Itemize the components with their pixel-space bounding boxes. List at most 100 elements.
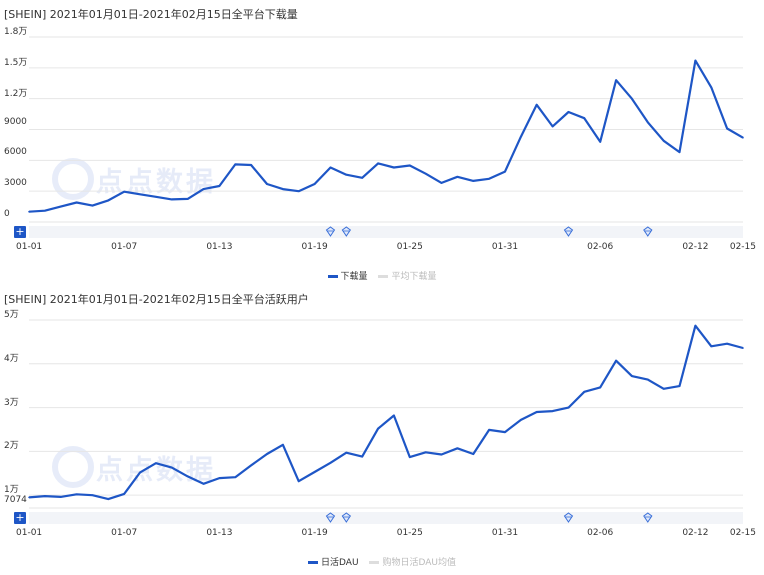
x-tick-label: 01-25 — [396, 242, 423, 252]
data-point — [504, 431, 506, 433]
x-tick-label: 01-31 — [491, 242, 519, 252]
event-marker-icon — [643, 512, 653, 523]
x-tick-label: 01-25 — [396, 528, 423, 538]
x-tick-label: 01-13 — [206, 528, 233, 538]
legend-label-avg-downloads: 平均下载量 — [391, 272, 437, 282]
event-marker-shape — [325, 512, 336, 523]
data-point — [361, 455, 364, 458]
data-point — [250, 464, 252, 467]
data-point — [75, 493, 78, 496]
data-point — [599, 141, 601, 143]
event-marker-shape — [563, 226, 574, 237]
data-point — [535, 411, 538, 413]
event-marker-icon — [325, 226, 336, 237]
data-point — [742, 347, 744, 349]
data-point — [297, 480, 300, 482]
y-tick-label: 1.8万 — [4, 27, 28, 37]
data-point — [234, 163, 237, 166]
data-point — [504, 170, 506, 173]
data-point — [409, 164, 411, 167]
y-tick-label: 3000 — [4, 178, 27, 189]
data-point — [678, 151, 681, 153]
data-point — [551, 125, 554, 128]
legend-swatch-dau — [308, 561, 319, 564]
data-point — [218, 477, 221, 479]
event-marker-icon — [325, 512, 336, 523]
legend-item-downloads[interactable]: 下载量 — [327, 269, 368, 282]
legend-item-avg-downloads[interactable]: 平均下载量 — [378, 269, 436, 282]
data-point — [472, 453, 475, 455]
legend-label-dau: 日活DAU — [321, 558, 359, 568]
event-marker-shape — [341, 512, 352, 523]
data-point — [583, 117, 586, 119]
x-tick-label: 02-15 — [729, 242, 756, 252]
chart2-zoom-plus-button[interactable]: + — [14, 511, 26, 524]
data-point — [28, 496, 30, 499]
data-point — [456, 447, 459, 450]
data-point — [59, 205, 62, 208]
data-point — [234, 476, 237, 479]
x-tick-label: 01-19 — [301, 528, 328, 538]
x-tick-label: 01-01 — [16, 528, 43, 538]
data-point — [329, 166, 332, 169]
data-point — [567, 406, 570, 409]
data-point — [694, 59, 697, 62]
data-point — [393, 414, 395, 417]
event-marker-icon — [341, 226, 352, 237]
legend-swatch-avg-downloads — [378, 275, 389, 278]
data-point — [710, 345, 713, 348]
data-point — [647, 378, 649, 381]
data-point — [424, 451, 427, 454]
data-point — [615, 359, 617, 362]
event-marker-icon — [341, 512, 352, 523]
chart1-zoom-plus-button[interactable]: + — [14, 225, 26, 238]
legend-item-shopping-dau-avg[interactable]: 购物日活DAU均值 — [369, 555, 456, 568]
chart1-legend: 下载量 平均下载量 — [0, 269, 764, 282]
y-tick-label: 1.2万 — [4, 88, 28, 99]
data-point — [345, 451, 348, 454]
event-marker-shape — [643, 226, 653, 237]
event-marker-shape — [563, 512, 574, 523]
x-tick-label: 02-06 — [587, 242, 614, 252]
data-point — [599, 386, 601, 389]
data-point — [186, 475, 189, 478]
zoom-slider-track — [29, 226, 743, 238]
data-point — [694, 324, 697, 327]
data-point — [424, 172, 427, 175]
event-marker-shape — [643, 512, 653, 523]
x-tick-label: 01-07 — [111, 242, 138, 252]
y-tick-label: 3万 — [4, 397, 19, 408]
legend-item-dau[interactable]: 日活DAU — [308, 555, 359, 568]
data-point — [266, 183, 268, 185]
data-point — [329, 461, 332, 464]
data-point — [440, 182, 443, 184]
data-point — [361, 177, 364, 179]
event-marker-shape — [325, 226, 336, 237]
watermark-logo-icon — [52, 446, 94, 488]
x-tick-label: 01-07 — [111, 528, 138, 538]
data-point — [647, 121, 649, 124]
data-point — [409, 456, 411, 458]
data-point — [75, 201, 78, 204]
data-point — [313, 183, 316, 185]
y-tick-label: 4万 — [4, 353, 19, 364]
event-marker-icon — [643, 226, 653, 237]
y-tick-label: 0 — [4, 209, 10, 219]
data-point — [440, 453, 443, 456]
data-point — [377, 427, 379, 430]
data-point — [282, 444, 284, 446]
data-point — [186, 198, 189, 200]
data-point — [456, 175, 459, 178]
data-point — [726, 342, 728, 345]
data-point — [662, 140, 665, 142]
data-point — [678, 385, 681, 387]
data-point — [91, 494, 94, 496]
y-tick-label: 7074 — [4, 495, 27, 505]
watermark-logo-icon — [52, 158, 94, 200]
event-marker-shape — [341, 226, 352, 237]
data-point — [59, 496, 62, 498]
data-point — [171, 198, 173, 201]
x-tick-label: 02-12 — [682, 528, 709, 538]
zoom-slider-track — [29, 512, 743, 524]
data-point — [123, 493, 125, 495]
